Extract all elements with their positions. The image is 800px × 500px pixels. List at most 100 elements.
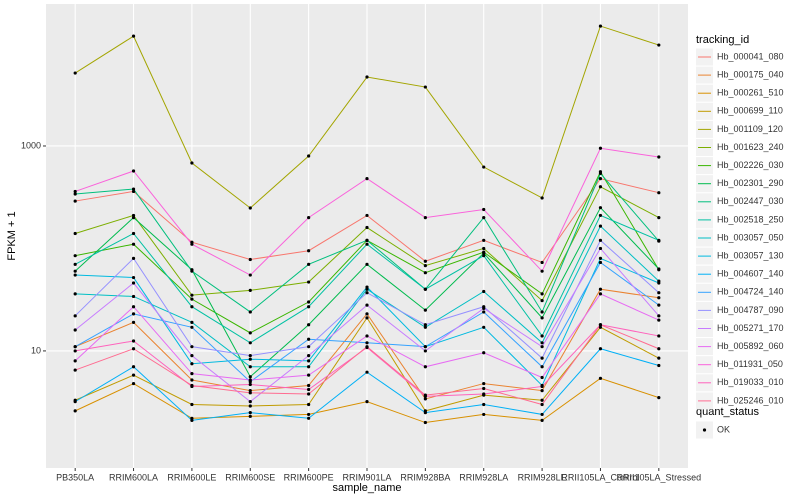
point bbox=[423, 271, 427, 275]
point bbox=[131, 381, 136, 386]
point bbox=[248, 341, 252, 345]
point bbox=[248, 365, 252, 369]
point bbox=[657, 314, 661, 318]
point bbox=[248, 404, 252, 408]
point bbox=[248, 206, 252, 210]
axes: 10 1000 PB350LA RRIM600LA RRIM600LE RRIM600SE… bbox=[21, 140, 701, 482]
point bbox=[365, 225, 369, 230]
point bbox=[423, 264, 427, 268]
point bbox=[73, 368, 77, 372]
point bbox=[73, 409, 77, 413]
x-tick-label: RRII105LA_Stressed bbox=[617, 472, 702, 482]
legend-label: Hb_003057_050 bbox=[717, 232, 784, 242]
point bbox=[248, 357, 252, 361]
point bbox=[73, 400, 77, 404]
point bbox=[190, 345, 194, 349]
point bbox=[365, 370, 369, 374]
point bbox=[540, 384, 544, 389]
point bbox=[540, 341, 544, 345]
point bbox=[482, 216, 486, 220]
point bbox=[131, 339, 136, 343]
x-tick-label: RRIM928BA bbox=[400, 472, 450, 482]
point bbox=[598, 177, 603, 181]
point bbox=[423, 85, 427, 89]
point bbox=[598, 376, 603, 380]
point bbox=[307, 154, 311, 158]
point bbox=[365, 262, 369, 266]
point bbox=[248, 288, 252, 292]
point bbox=[482, 289, 486, 294]
point bbox=[482, 392, 486, 396]
point bbox=[423, 287, 427, 291]
point bbox=[73, 273, 77, 277]
point bbox=[307, 345, 311, 349]
point bbox=[540, 375, 544, 380]
point bbox=[657, 396, 661, 400]
legend-title: tracking_id bbox=[696, 34, 749, 46]
legend: tracking_id quant_status Hb_000041_080Hb… bbox=[696, 34, 784, 439]
point bbox=[73, 71, 77, 75]
point bbox=[307, 387, 311, 392]
point bbox=[248, 414, 252, 418]
point bbox=[657, 334, 661, 338]
point bbox=[540, 316, 544, 320]
point bbox=[423, 323, 427, 327]
point bbox=[248, 400, 252, 404]
point bbox=[423, 420, 427, 425]
point bbox=[190, 305, 194, 309]
point bbox=[365, 341, 369, 345]
point bbox=[598, 206, 603, 210]
point bbox=[131, 275, 136, 280]
point bbox=[190, 362, 194, 366]
point bbox=[365, 213, 369, 218]
point bbox=[73, 192, 77, 196]
point bbox=[657, 155, 661, 159]
point bbox=[657, 347, 661, 351]
point bbox=[190, 161, 194, 165]
point bbox=[307, 305, 311, 309]
x-tick-label: RRIM600SE bbox=[225, 472, 275, 482]
point bbox=[131, 312, 136, 316]
point bbox=[131, 347, 136, 351]
point bbox=[131, 281, 136, 285]
point bbox=[307, 359, 311, 363]
point bbox=[540, 356, 544, 360]
point bbox=[598, 185, 603, 189]
x-tick-label: RRIM600PE bbox=[284, 472, 334, 482]
legend-label: Hb_000175_040 bbox=[717, 69, 784, 79]
point bbox=[248, 273, 252, 277]
point bbox=[657, 216, 661, 220]
legend-label: Hb_002301_290 bbox=[717, 178, 784, 188]
point bbox=[131, 373, 136, 377]
point bbox=[131, 169, 136, 173]
point bbox=[248, 378, 252, 382]
point bbox=[482, 207, 486, 212]
legend-point bbox=[702, 428, 707, 432]
point bbox=[423, 216, 427, 220]
point bbox=[307, 323, 311, 327]
point bbox=[540, 298, 544, 303]
point bbox=[657, 291, 661, 295]
point bbox=[657, 296, 661, 300]
point bbox=[73, 189, 77, 194]
point bbox=[598, 146, 603, 150]
point bbox=[365, 285, 369, 289]
point bbox=[598, 24, 603, 28]
point bbox=[657, 303, 661, 307]
point bbox=[365, 238, 369, 242]
point bbox=[131, 216, 136, 220]
point bbox=[307, 280, 311, 284]
point bbox=[190, 293, 194, 297]
points bbox=[73, 24, 661, 425]
point bbox=[423, 308, 427, 312]
point bbox=[598, 287, 603, 291]
legend-label: Hb_001623_240 bbox=[717, 142, 784, 152]
x-tick-label: RRII105LA_Control bbox=[561, 472, 639, 482]
point bbox=[307, 383, 311, 388]
point bbox=[657, 191, 661, 195]
point bbox=[598, 292, 603, 296]
x-tick-label: PB350LA bbox=[56, 472, 94, 482]
point bbox=[423, 397, 427, 401]
